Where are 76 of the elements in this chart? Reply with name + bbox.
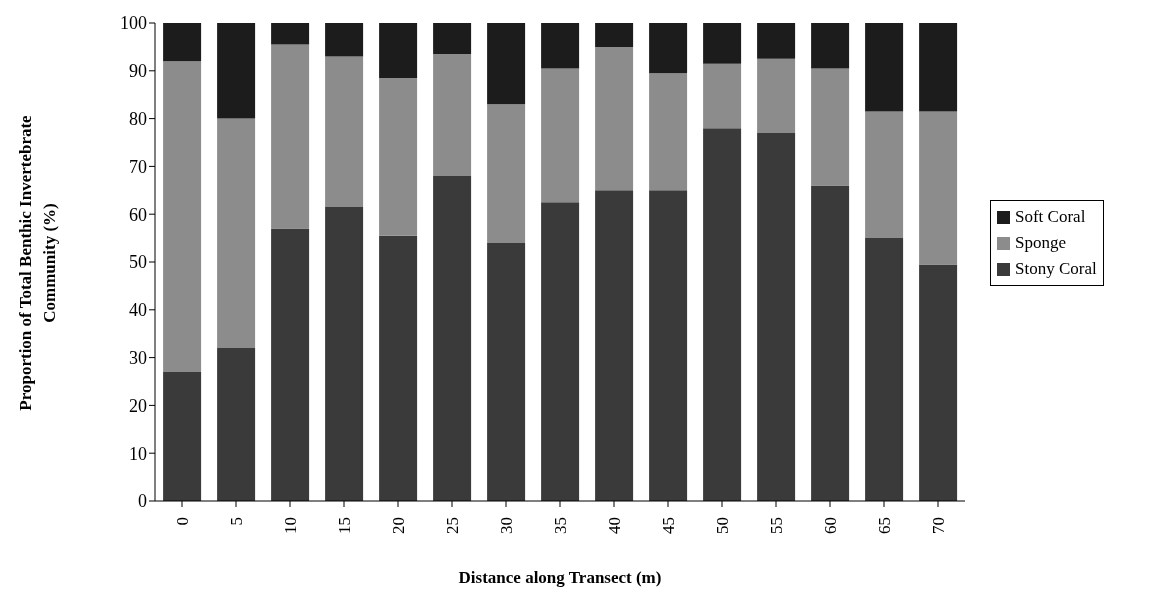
x-tick-label: 60 (820, 517, 840, 534)
x-tick-label: 35 (550, 517, 570, 534)
bar (811, 185, 850, 501)
bar (487, 104, 526, 243)
bar (865, 111, 904, 239)
x-tick-label: 15 (334, 517, 354, 534)
y-tick-label: 20 (129, 395, 147, 416)
bar (919, 111, 958, 265)
bar (433, 23, 472, 55)
bar (595, 23, 634, 47)
bar (541, 23, 580, 69)
bar (379, 235, 418, 501)
x-tick-label: 65 (874, 517, 894, 534)
x-tick-label: 30 (496, 517, 516, 534)
bar (757, 23, 796, 59)
bar (865, 238, 904, 501)
legend-label: Soft Coral (1015, 206, 1086, 228)
bar (217, 118, 256, 349)
bar (271, 23, 310, 45)
legend-label: Stony Coral (1015, 258, 1097, 280)
bar (271, 44, 310, 229)
bar (649, 23, 688, 74)
x-tick-label: 0 (172, 517, 192, 526)
bar (217, 23, 256, 119)
y-tick-label: 100 (120, 13, 147, 34)
legend-label: Sponge (1015, 232, 1066, 254)
bar (541, 68, 580, 203)
bar (649, 190, 688, 501)
bar (919, 264, 958, 501)
bar (379, 77, 418, 236)
y-tick-label: 70 (129, 156, 147, 177)
y-tick-label: 10 (129, 443, 147, 464)
x-tick-label: 25 (442, 517, 462, 534)
bar (757, 132, 796, 501)
bar (379, 23, 418, 78)
y-axis-title: Proportion of Total Benthic Invertebrate Community (%) (15, 114, 60, 413)
x-tick-label: 20 (388, 517, 408, 534)
x-tick-label: 10 (280, 517, 300, 534)
bar (595, 46, 634, 191)
x-tick-label: 40 (604, 517, 624, 534)
bar (271, 228, 310, 501)
bar (325, 23, 364, 57)
bar (433, 175, 472, 501)
bar (703, 23, 742, 64)
bar (163, 23, 202, 62)
bar (919, 23, 958, 112)
bar (757, 58, 796, 133)
y-tick-label: 0 (138, 491, 147, 512)
x-tick-label: 50 (712, 517, 732, 534)
x-tick-label: 5 (226, 517, 246, 526)
bar (865, 23, 904, 112)
bar (487, 23, 526, 105)
y-tick-label: 40 (129, 300, 147, 321)
bar (433, 54, 472, 176)
bar (811, 68, 850, 186)
bar (163, 371, 202, 501)
bar (649, 73, 688, 191)
y-tick-label: 80 (129, 108, 147, 129)
x-tick-label: 70 (928, 517, 948, 534)
bar (541, 202, 580, 501)
bar (325, 56, 364, 208)
bar (325, 207, 364, 501)
bar (595, 190, 634, 501)
y-tick-label: 90 (129, 61, 147, 82)
bar (217, 348, 256, 501)
y-tick-label: 30 (129, 347, 147, 368)
x-axis-title: Distance along Transect (m) (457, 568, 663, 588)
x-tick-label: 45 (658, 517, 678, 534)
bar (163, 61, 202, 372)
x-tick-label: 55 (766, 517, 786, 534)
bar (487, 242, 526, 501)
bar (811, 23, 850, 69)
y-tick-label: 50 (129, 252, 147, 273)
bar (703, 128, 742, 501)
y-tick-label: 60 (129, 204, 147, 225)
bar (703, 63, 742, 129)
